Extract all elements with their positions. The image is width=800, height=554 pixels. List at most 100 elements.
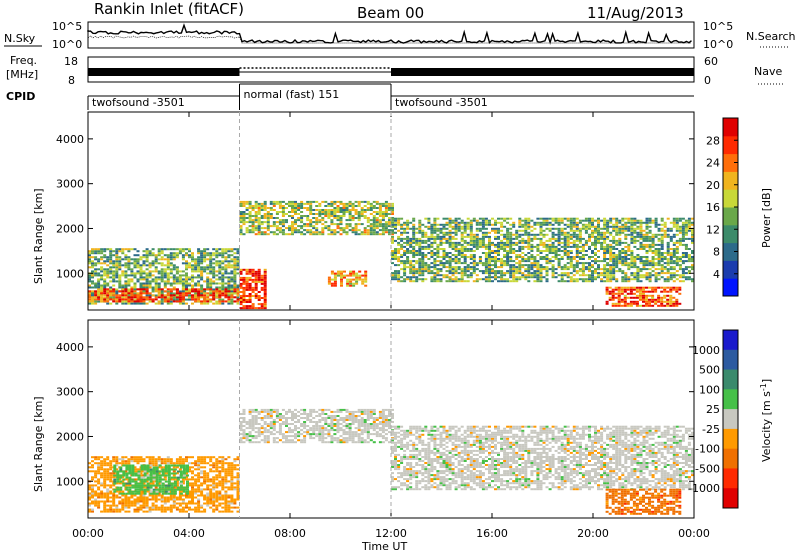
echo-cell bbox=[242, 276, 246, 279]
echo-cell bbox=[151, 298, 155, 301]
echo-cell bbox=[645, 300, 648, 303]
echo-cell bbox=[427, 248, 431, 250]
echo-cell bbox=[236, 268, 240, 271]
echo-cell bbox=[136, 280, 140, 283]
echo-cell bbox=[203, 280, 207, 283]
echo-cell bbox=[112, 496, 116, 499]
echo-cell bbox=[254, 274, 258, 277]
echo-cell bbox=[657, 268, 661, 271]
echo-cell bbox=[97, 272, 101, 275]
echo-cell bbox=[188, 248, 191, 251]
echo-cell bbox=[500, 260, 504, 263]
echo-cell bbox=[109, 276, 113, 279]
echo-cell bbox=[466, 233, 470, 236]
echo-cell bbox=[100, 500, 104, 503]
echo-cell bbox=[354, 200, 358, 203]
echo-cell bbox=[112, 456, 116, 459]
echo-cell bbox=[457, 272, 461, 275]
echo-cell bbox=[663, 229, 667, 232]
echo-cell bbox=[157, 284, 161, 287]
echo-cell bbox=[191, 256, 194, 259]
echo-cell bbox=[224, 252, 228, 255]
echo-cell bbox=[239, 303, 243, 306]
echo-cell bbox=[248, 215, 252, 217]
echo-cell bbox=[109, 464, 113, 467]
echo-cell bbox=[633, 276, 637, 279]
echo-cell bbox=[518, 272, 522, 275]
echo-cell bbox=[620, 290, 624, 293]
echo-cell bbox=[94, 302, 98, 305]
echo-cell bbox=[627, 225, 631, 228]
echo-cell bbox=[118, 284, 122, 287]
echo-cell bbox=[594, 248, 597, 250]
echo-cell bbox=[354, 205, 358, 207]
echo-cell bbox=[418, 231, 422, 234]
echo-cell bbox=[606, 280, 610, 283]
echo-cell bbox=[209, 256, 213, 259]
echo-cell bbox=[645, 235, 649, 238]
echo-cell bbox=[472, 233, 476, 236]
echo-cell bbox=[166, 258, 170, 261]
echo-cell bbox=[636, 239, 640, 242]
echo-cell bbox=[203, 254, 207, 257]
echo-cell bbox=[481, 233, 485, 236]
echo-cell bbox=[169, 264, 173, 267]
echo-cell bbox=[612, 235, 616, 238]
echo-cell bbox=[509, 248, 513, 250]
echo-cell bbox=[257, 295, 261, 297]
echo-cell bbox=[363, 227, 367, 230]
echo-cell bbox=[566, 266, 570, 269]
echo-cell bbox=[488, 243, 491, 246]
echo-cell bbox=[548, 239, 552, 242]
echo-cell bbox=[639, 245, 643, 248]
echo-cell bbox=[97, 286, 101, 289]
echo-cell bbox=[209, 260, 213, 263]
echo-cell bbox=[403, 274, 407, 277]
echo-cell bbox=[484, 235, 488, 238]
echo-cell bbox=[227, 302, 231, 305]
echo-cell bbox=[494, 274, 497, 277]
echo-cell bbox=[133, 274, 137, 277]
echo-cell bbox=[554, 272, 558, 275]
echo-cell bbox=[194, 300, 198, 303]
echo-cell bbox=[548, 221, 552, 224]
echo-cell bbox=[248, 278, 252, 281]
echo-cell bbox=[288, 233, 291, 236]
echo-cell bbox=[336, 209, 340, 211]
echo-cell bbox=[630, 221, 634, 224]
echo-cell bbox=[94, 290, 98, 293]
echo-cell bbox=[291, 209, 294, 211]
echo-cell bbox=[281, 221, 285, 224]
echo-cell bbox=[463, 227, 467, 230]
echo-cell bbox=[121, 456, 125, 459]
echo-cell bbox=[588, 248, 591, 250]
echo-cell bbox=[178, 270, 182, 273]
echo-cell bbox=[257, 205, 261, 207]
echo-cell bbox=[166, 256, 170, 259]
echo-cell bbox=[684, 256, 688, 258]
echo-cell bbox=[454, 258, 458, 260]
echo-cell bbox=[494, 264, 497, 267]
echo-cell bbox=[136, 462, 140, 465]
echo-cell bbox=[639, 276, 643, 279]
echo-cell bbox=[139, 474, 143, 477]
echo-cell bbox=[224, 276, 228, 279]
echo-cell bbox=[639, 258, 643, 260]
echo-cell bbox=[454, 248, 458, 250]
echo-cell bbox=[172, 266, 176, 269]
echo-cell bbox=[266, 227, 270, 230]
echo-cell bbox=[106, 256, 110, 259]
echo-cell bbox=[130, 258, 134, 261]
echo-cell bbox=[597, 223, 600, 226]
echo-cell bbox=[584, 254, 588, 256]
echo-cell bbox=[248, 202, 252, 205]
echo-cell bbox=[663, 266, 667, 269]
echo-cell bbox=[672, 252, 676, 254]
echo-cell bbox=[584, 217, 588, 220]
echo-cell bbox=[672, 260, 676, 263]
echo-cell bbox=[506, 233, 510, 236]
echo-cell bbox=[457, 241, 461, 244]
echo-cell bbox=[103, 464, 107, 467]
echo-cell bbox=[633, 264, 637, 267]
echo-cell bbox=[433, 264, 437, 267]
